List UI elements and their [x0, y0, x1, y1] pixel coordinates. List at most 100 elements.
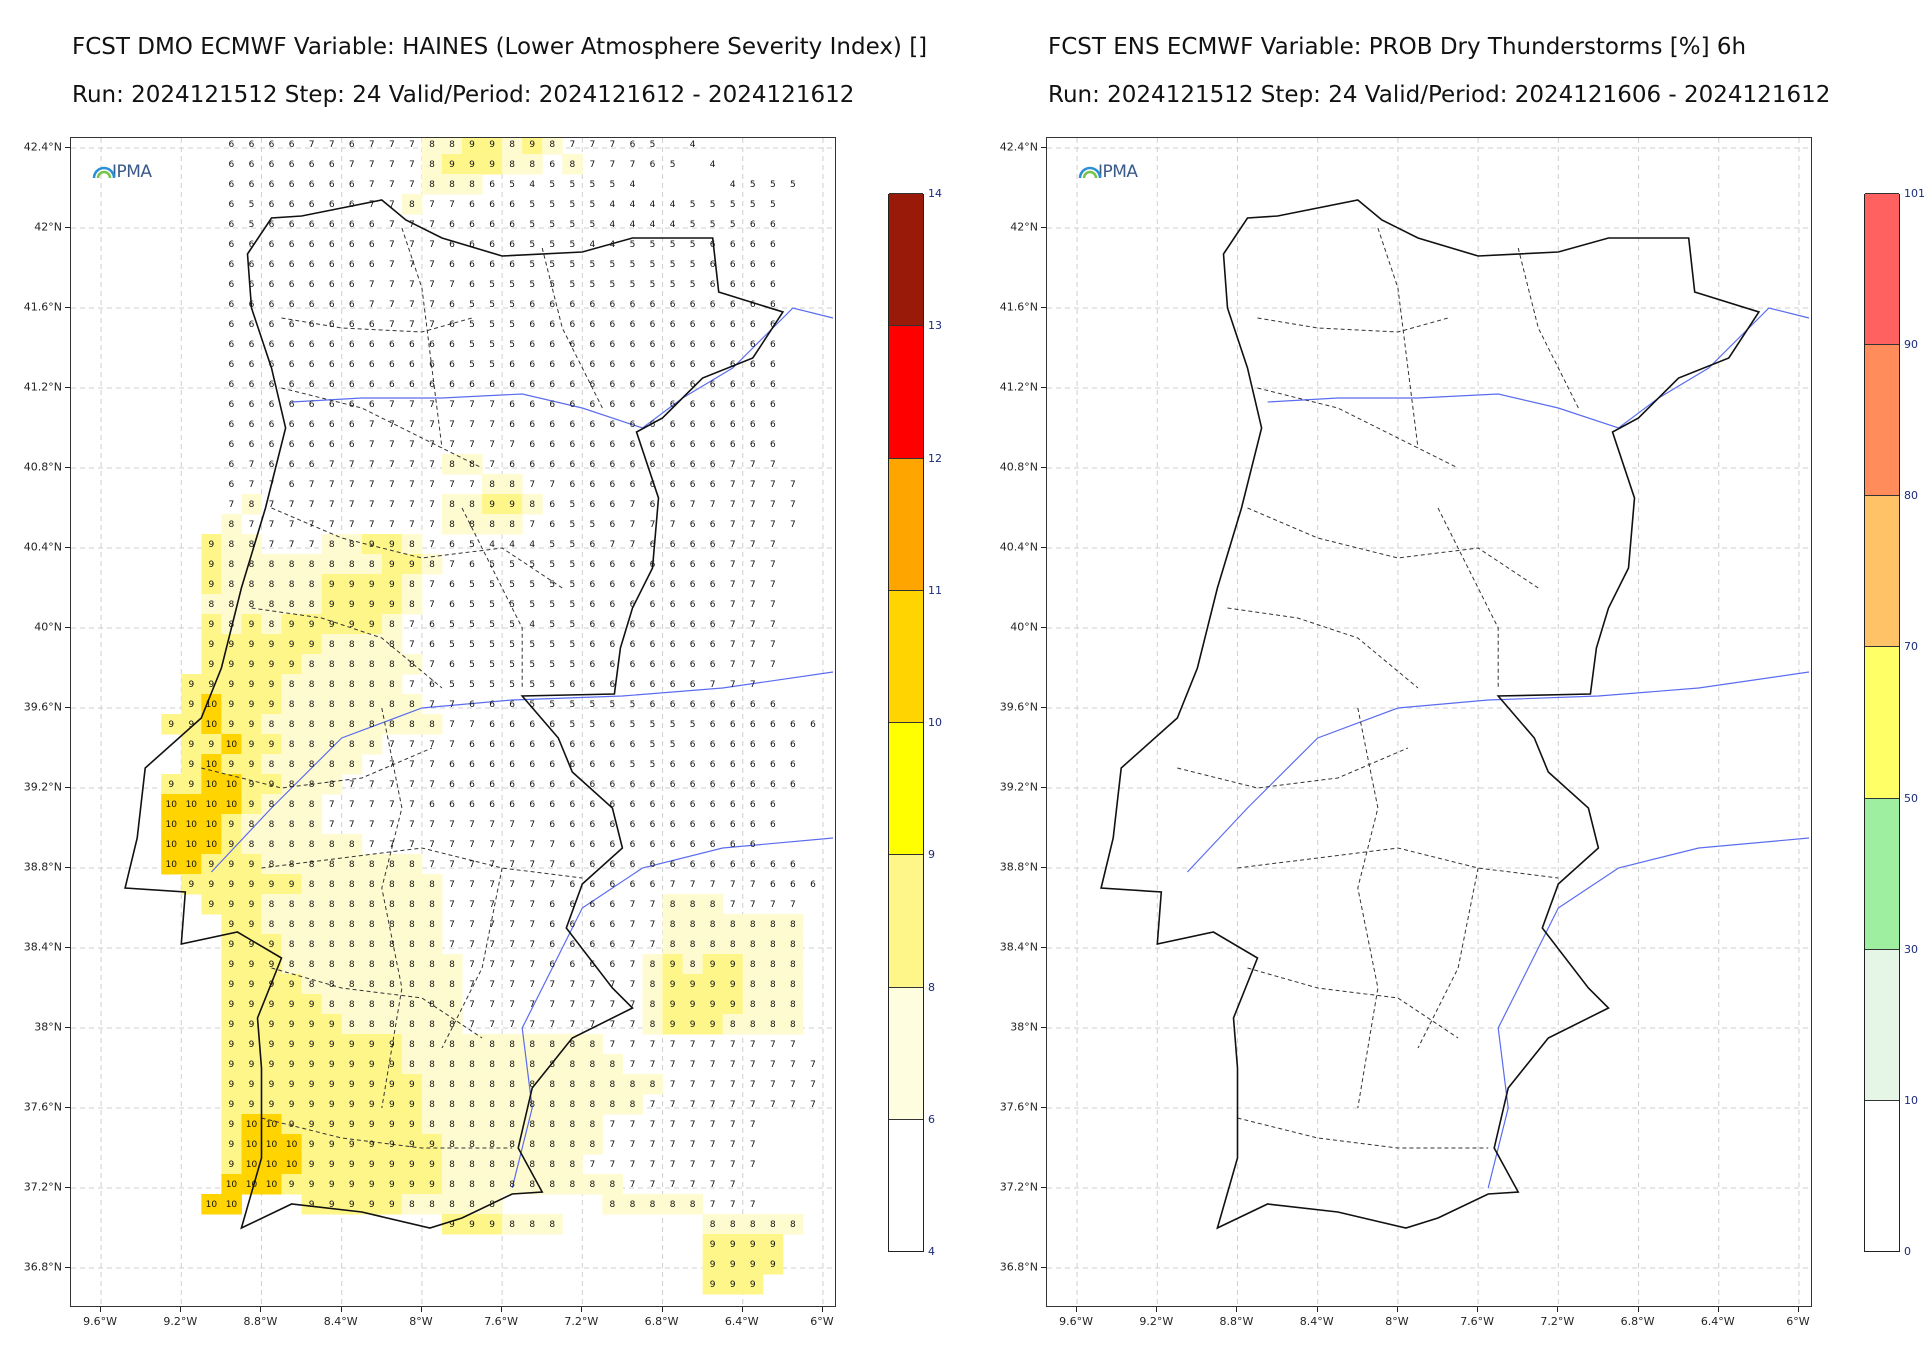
haines-cell — [381, 614, 403, 635]
haines-value: 7 — [449, 880, 455, 890]
haines-value: 9 — [249, 960, 255, 970]
haines-value: 5 — [529, 680, 535, 690]
haines-value: 6 — [710, 400, 716, 410]
haines-value: 7 — [730, 1180, 736, 1190]
haines-cell — [221, 1154, 242, 1175]
haines-value: 9 — [269, 1100, 275, 1110]
haines-value: 6 — [549, 440, 555, 450]
haines-value: 7 — [369, 780, 375, 790]
haines-value: 7 — [770, 540, 776, 550]
haines-value: 9 — [429, 1160, 435, 1170]
haines-cell — [522, 1154, 543, 1175]
haines-value: 6 — [770, 760, 776, 770]
haines-value: 7 — [429, 500, 435, 510]
lon-tick — [1797, 1307, 1799, 1312]
haines-value: 9 — [349, 600, 355, 610]
haines-cell — [181, 774, 202, 795]
haines-value: 7 — [690, 1060, 696, 1070]
haines-cell — [582, 1114, 603, 1135]
haines-cell — [441, 514, 463, 535]
haines-cell — [361, 534, 383, 555]
haines-value: 8 — [650, 1000, 656, 1010]
haines-cell — [782, 994, 804, 1015]
haines-value: 8 — [329, 940, 335, 950]
haines-cell — [281, 914, 303, 935]
haines-value: 6 — [249, 280, 255, 290]
haines-value: 6 — [329, 380, 335, 390]
haines-cell — [401, 574, 423, 595]
haines-cell — [301, 874, 323, 895]
haines-value: 5 — [509, 560, 515, 570]
haines-value: 6 — [389, 380, 395, 390]
haines-value: 6 — [650, 440, 656, 450]
haines-value: 4 — [690, 140, 696, 150]
haines-value: 5 — [509, 640, 515, 650]
haines-value: 8 — [549, 1120, 555, 1130]
haines-value: 6 — [770, 880, 776, 890]
haines-value: 7 — [389, 420, 395, 430]
haines-value: 6 — [549, 420, 555, 430]
lat-tick — [65, 307, 70, 308]
haines-value: 9 — [329, 1080, 335, 1090]
haines-value: 6 — [730, 300, 736, 310]
haines-value: 8 — [469, 1040, 475, 1050]
haines-value: 6 — [569, 360, 575, 370]
haines-value: 6 — [690, 780, 696, 790]
haines-value: 8 — [449, 980, 455, 990]
haines-value: 8 — [750, 920, 756, 930]
haines-value: 5 — [549, 560, 555, 570]
lat-tick — [65, 1267, 70, 1268]
haines-value: 5 — [489, 340, 495, 350]
haines-cell — [542, 1174, 563, 1195]
colorbar-segment — [1865, 646, 1899, 798]
haines-value: 7 — [369, 180, 375, 190]
haines-value: 5 — [690, 240, 696, 250]
haines-cell — [201, 694, 222, 715]
haines-value: 6 — [589, 460, 595, 470]
haines-value: 8 — [269, 800, 275, 810]
haines-value: 6 — [770, 280, 776, 290]
haines-cell — [421, 554, 443, 575]
colorbar-segment — [1865, 344, 1899, 496]
colorbar-label: 0 — [1904, 1245, 1911, 1258]
lon-tick — [1156, 1307, 1158, 1312]
haines-value: 6 — [750, 700, 756, 710]
haines-cell — [301, 694, 323, 715]
haines-value: 7 — [429, 860, 435, 870]
haines-cell — [281, 974, 303, 995]
haines-cell — [281, 654, 303, 675]
haines-cell — [462, 154, 483, 175]
haines-value: 8 — [529, 1080, 535, 1090]
haines-cell — [281, 634, 303, 655]
haines-value: 5 — [670, 160, 676, 170]
district-border — [1227, 607, 1419, 689]
haines-value: 6 — [569, 460, 575, 470]
haines-cell — [221, 574, 242, 595]
haines-value: 9 — [389, 600, 395, 610]
haines-value: 6 — [790, 780, 796, 790]
haines-value: 6 — [369, 380, 375, 390]
haines-value: 7 — [509, 900, 515, 910]
haines-cell — [401, 1054, 423, 1075]
haines-value: 9 — [229, 980, 235, 990]
haines-cell — [682, 994, 704, 1015]
haines-value: 9 — [208, 900, 214, 910]
haines-value: 7 — [389, 300, 395, 310]
lat-tick-label: 37.2°N — [999, 1180, 1038, 1194]
haines-value: 6 — [690, 460, 696, 470]
lon-tick-label: 7.2°W — [1540, 1315, 1575, 1328]
haines-cell — [181, 814, 202, 835]
haines-value: 6 — [229, 480, 235, 490]
haines-value: 6 — [589, 940, 595, 950]
haines-value: 6 — [650, 640, 656, 650]
haines-value: 4 — [650, 200, 656, 210]
haines-value: 5 — [489, 280, 495, 290]
haines-value: 6 — [630, 660, 636, 670]
haines-value: 9 — [269, 1040, 275, 1050]
haines-cell — [241, 674, 262, 695]
haines-value: 6 — [770, 360, 776, 370]
haines-value: 8 — [389, 880, 395, 890]
haines-value: 7 — [269, 520, 275, 530]
haines-cell — [261, 654, 283, 675]
haines-value: 6 — [610, 680, 616, 690]
